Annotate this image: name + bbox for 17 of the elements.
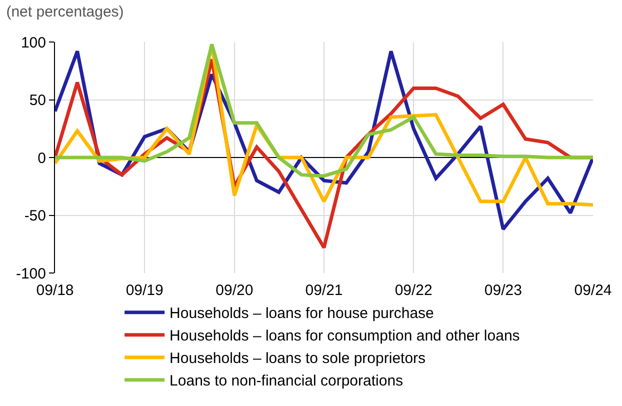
x-tick-label: 09/19 xyxy=(126,282,164,299)
y-tick-label: -100 xyxy=(16,265,46,282)
x-tick-label: 09/22 xyxy=(394,282,432,299)
legend-label: Households – loans for consumption and other loans xyxy=(170,328,520,345)
x-tick-label: 09/21 xyxy=(305,282,343,299)
x-tick-label: 09/20 xyxy=(216,282,254,299)
x-tick-label: 09/24 xyxy=(574,282,612,299)
legend-label: Households – loans for house purchase xyxy=(170,305,434,322)
legend-label: Households – loans to sole proprietors xyxy=(170,350,426,368)
y-tick-label: 50 xyxy=(29,92,46,109)
chart-title: (net percentages) xyxy=(6,4,124,21)
y-tick-label: 100 xyxy=(20,34,46,52)
legend-label: Loans to non-financial corporations xyxy=(170,372,404,390)
x-tick-label: 09/18 xyxy=(36,282,74,299)
x-tick-label: 09/23 xyxy=(484,282,522,299)
y-tick-label: 0 xyxy=(38,150,46,167)
y-tick-label: -50 xyxy=(24,208,46,224)
